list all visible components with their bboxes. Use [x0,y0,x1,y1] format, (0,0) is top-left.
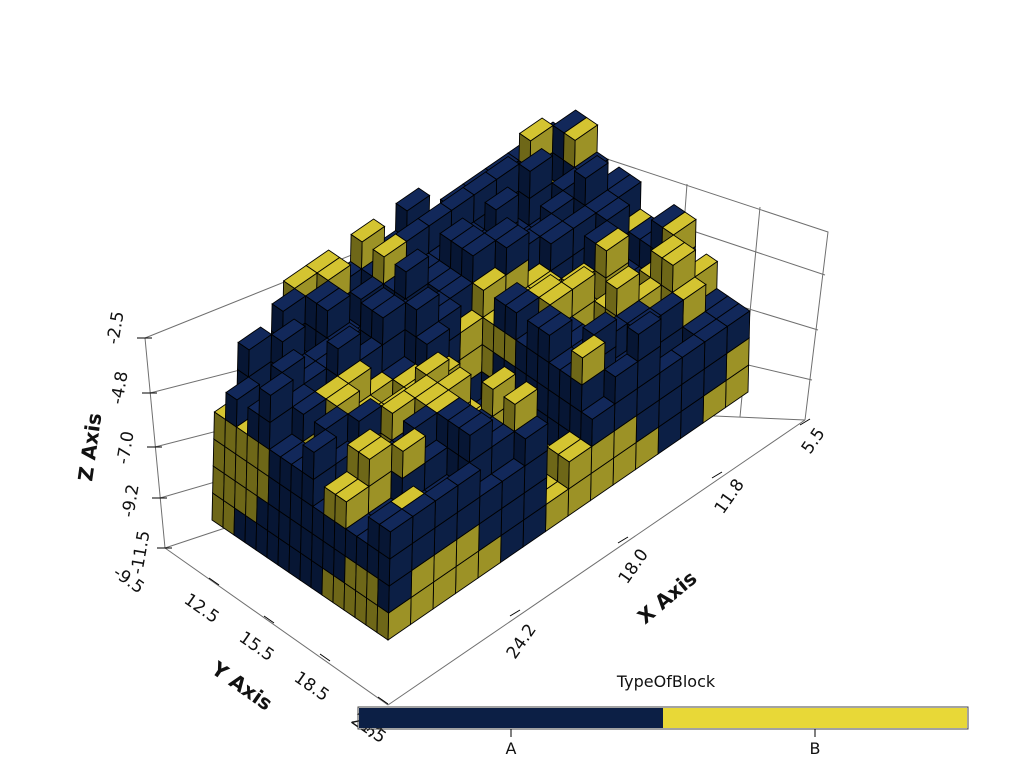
voxel-block [580,395,616,448]
colorbar: TypeOfBlock A B [357,672,969,758]
voxel-block [357,435,393,488]
voxel-block [594,227,630,279]
voxel-block [224,376,261,428]
voxel-block [457,411,494,464]
voxel-block [626,310,662,363]
voxel-block [494,224,530,276]
voxel-block [537,311,573,364]
voxel-block [394,248,430,300]
voxel-block [326,325,362,377]
voxel-block [237,326,273,378]
voxel-block [513,415,549,467]
x-axis-label: X Axis [633,566,702,629]
voxel-block [557,438,593,490]
voxel-block [360,286,396,339]
voxel-block [583,219,619,272]
voxel-block [268,433,304,485]
voxel-block [526,304,562,356]
voxel-block [480,365,517,418]
z-tick-label-1: -9.2 [118,483,143,519]
voxel-block [552,109,588,161]
voxel-block [560,265,596,318]
voxel-block [291,390,327,443]
voxel-block [570,334,606,386]
z-axis-ticks [137,337,172,549]
voxel-block [461,232,497,284]
z-tick-label-0: -11.5 [127,529,154,576]
y-tick-label-2: 15.5 [235,628,277,666]
voxel-block [378,508,414,560]
voxel-block [471,266,507,319]
voxel-block [450,224,486,277]
x-tick-label-0: 5.5 [798,424,830,458]
voxel-block [435,396,472,449]
y-axis-ticks [208,577,389,705]
z-tick-label-3: -4.8 [107,370,132,406]
voxel-block [350,218,386,270]
voxel-block [439,217,475,269]
voxel-block [315,287,351,339]
voxel-block [334,478,370,530]
x-tick-label-3: 24.2 [503,620,541,662]
y-tick-label-3: 18.5 [290,668,332,706]
voxel-block [538,220,575,272]
colorbar-label-b: B [810,739,821,758]
colorbar-title: TypeOfBlock [616,672,716,691]
voxel-block [323,470,359,523]
voxel-block [258,371,294,424]
voxel-block [390,427,427,480]
voxel-block [518,117,554,169]
x-tick-label-1: 11.8 [711,475,749,517]
voxel-block [518,147,554,200]
y-tick-label-1: 12.5 [180,590,222,628]
voxel-block [563,116,599,169]
voxel-block [603,353,639,405]
voxel-block [304,279,340,332]
z-axis-label: Z Axis [73,411,106,482]
voxel-block [423,477,459,529]
z-tick-label-2: -7.0 [113,430,138,466]
x-tick-label-2: 18.0 [615,545,653,587]
colorbar-swatch-b [663,708,967,728]
voxel-block [493,281,529,334]
voxel-block [604,265,641,317]
z-tick-label-4: -2.5 [103,310,128,346]
voxel-block [380,389,416,442]
voxel-block [371,294,407,346]
colorbar-swatch-a [359,708,663,728]
voxel-block [573,154,609,207]
voxel-block [301,428,338,481]
voxel-blocks[interactable] [211,109,751,641]
colorbar-label-a: A [506,739,517,758]
x-axis-ticks [509,418,811,617]
